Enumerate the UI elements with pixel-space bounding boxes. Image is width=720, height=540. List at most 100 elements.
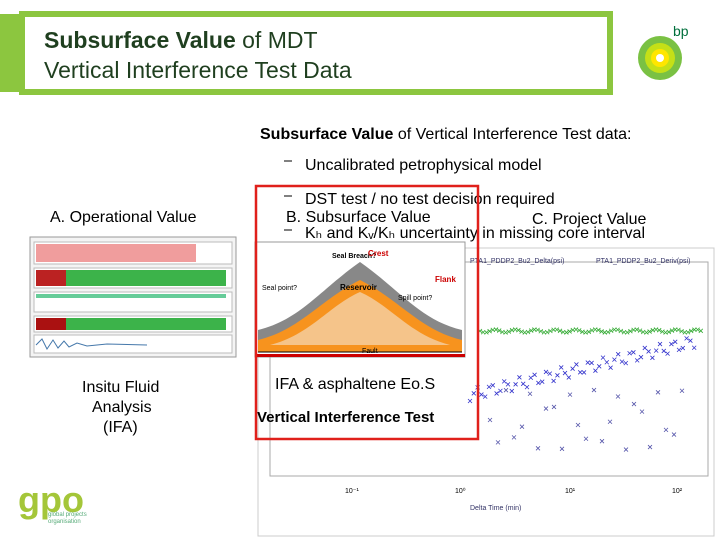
title-frame	[19, 11, 613, 95]
plot-decoration	[551, 404, 557, 410]
plot-decoration	[527, 391, 533, 397]
plot-decoration	[612, 357, 617, 362]
plot-decoration	[487, 328, 492, 334]
plot-decoration	[482, 394, 488, 399]
plot-decoration	[494, 391, 499, 396]
gpo-sub: global projects	[48, 512, 87, 518]
plot-decoration	[680, 345, 686, 351]
plot-decoration	[539, 379, 545, 384]
plot-decoration	[637, 328, 643, 333]
plot-decoration	[661, 348, 667, 354]
plot-decoration	[509, 388, 515, 394]
diagram-label: Spill point?	[398, 295, 432, 302]
diagram-label: Reservoir	[340, 283, 377, 292]
plot-decoration	[524, 384, 530, 390]
bullet-text: Uncalibrated petrophysical model	[305, 157, 542, 174]
plot-decoration	[589, 360, 594, 366]
plot-decoration	[513, 382, 518, 387]
plot-decoration	[503, 330, 508, 335]
x-tick-label: 10²	[672, 488, 683, 495]
plot-decoration	[618, 328, 624, 334]
bp-text: bp	[673, 23, 689, 39]
plot-decoration	[608, 365, 613, 370]
plot-decoration	[575, 422, 581, 428]
plot-decoration	[528, 375, 534, 381]
reservoir-diagram: Seal Breach? Crest Seal point? Spill poi…	[254, 241, 466, 358]
plot-decoration	[467, 398, 473, 404]
diagram-label: Flank	[435, 275, 456, 284]
plot-decoration	[519, 329, 524, 334]
plot-decoration	[581, 370, 587, 375]
highlight-box	[254, 184, 480, 441]
plot-decoration	[627, 350, 632, 356]
plot-decoration	[691, 345, 697, 351]
bullet-text: Kₕ and Kᵥ/Kₕ uncertainty in missing core…	[305, 225, 645, 242]
plot-decoration	[544, 329, 550, 335]
plot-decoration	[566, 375, 572, 380]
plot-decoration	[676, 347, 682, 353]
plot-decoration	[684, 336, 689, 341]
plot-decoration	[639, 409, 645, 414]
plot-decoration	[567, 392, 573, 397]
plot-decoration	[490, 383, 496, 388]
plot-decoration	[585, 360, 591, 365]
plot-decoration	[605, 329, 611, 335]
plot-decoration	[688, 328, 694, 334]
plot-decoration	[599, 438, 605, 444]
heading-rest: of Vertical Interference Test data:	[393, 126, 631, 143]
plot-decoration	[644, 330, 649, 335]
plot-decoration	[493, 327, 499, 332]
plot-decoration	[596, 364, 602, 369]
plot-decoration	[669, 328, 675, 333]
x-tick-label: 10⁰	[455, 487, 466, 495]
plot-decoration	[698, 328, 704, 334]
section-c: C. Project Value	[532, 211, 647, 228]
gpo-text: gpo	[18, 479, 84, 520]
plot-decoration	[495, 440, 501, 445]
plot-decoration	[650, 355, 655, 361]
plot-decoration	[623, 360, 629, 366]
plot-decoration	[570, 366, 575, 371]
plot-decoration	[516, 327, 521, 333]
title: Subsurface Value of MDT	[44, 27, 318, 53]
vit-label: Vertical Interference Test	[257, 409, 434, 426]
plot-decoration	[547, 371, 553, 376]
plot-decoration	[663, 427, 669, 433]
plot-decoration	[536, 380, 541, 386]
plot-decoration	[638, 354, 644, 360]
plot-decoration	[653, 348, 659, 353]
plot-decoration	[672, 339, 678, 345]
legend-entry: PTA1_PDDP2_Bu2_Deriv(psi)	[596, 258, 690, 265]
plot-decoration	[535, 327, 540, 333]
plot-decoration	[554, 327, 560, 332]
plot-decoration	[591, 387, 597, 393]
x-tick-label: 10¹	[565, 488, 576, 495]
plot-decoration	[564, 330, 569, 335]
title-rest: of MDT	[236, 27, 318, 53]
plot-decoration	[543, 406, 549, 411]
plot-decoration	[574, 362, 579, 367]
plot-decoration	[586, 329, 592, 335]
plot-decoration	[573, 327, 579, 332]
plot-decoration	[665, 351, 670, 356]
plot-decoration	[576, 328, 582, 333]
plot-decoration	[656, 327, 662, 333]
plot-decoration	[634, 327, 640, 332]
eos-label: IFA & asphaltene Eo.S	[275, 376, 435, 393]
plot-decoration	[511, 435, 517, 440]
plot-decoration	[647, 329, 652, 334]
plot-decoration	[607, 419, 613, 425]
plot-decoration	[589, 328, 595, 333]
title-bar	[0, 14, 22, 92]
plot-decoration	[671, 432, 677, 437]
legend-entry: PTA1_PDDP2_Bu2_Delta(psi)	[470, 258, 564, 265]
plot-decoration	[538, 328, 544, 334]
ifa-text: Insitu Fluid	[82, 379, 159, 396]
plot-decoration	[634, 358, 640, 363]
log-image	[29, 236, 237, 358]
plot-decoration	[496, 328, 502, 333]
x-axis-label: Delta Time (min)	[470, 505, 521, 512]
plot-decoration	[532, 372, 537, 378]
section-b: B. Subsurface Value	[286, 209, 431, 226]
